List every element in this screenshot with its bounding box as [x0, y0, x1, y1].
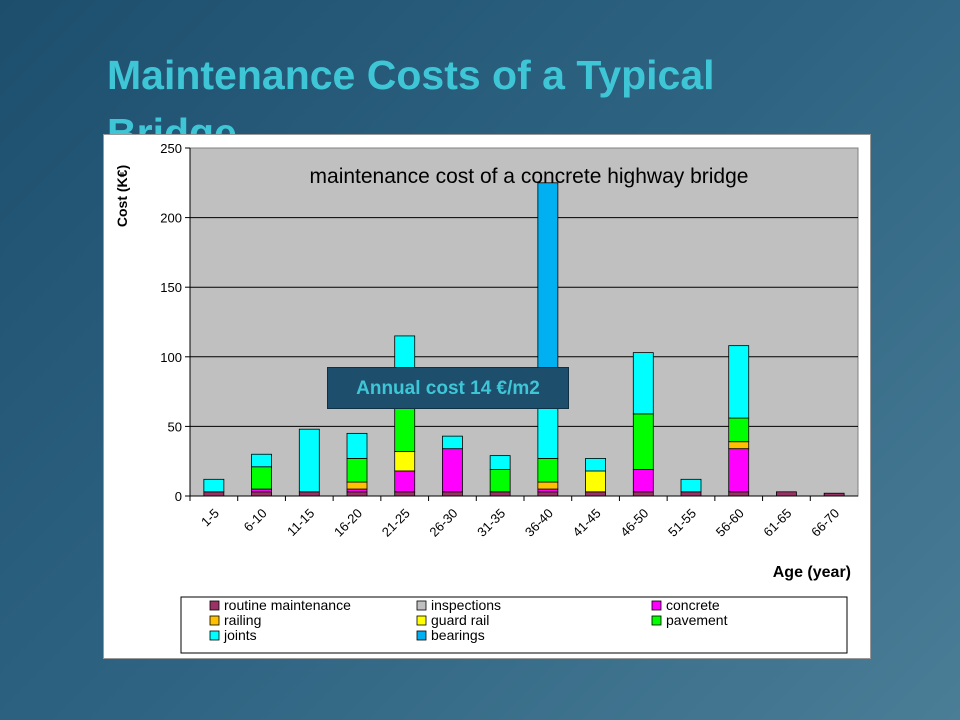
y-tick-label: 100 [160, 350, 182, 365]
bar-segment [394, 491, 416, 497]
x-tick-label: 36-40 [522, 506, 556, 540]
legend-swatch [209, 615, 220, 626]
legend-label: routine maintenance [224, 597, 351, 613]
stacked-bar-chart: 0 50 100 150 200 250 1-5 6-10 11-15 16-20 21-25 26… [114, 141, 859, 654]
chart-panel: 0 50 100 150 200 250 1-5 6-10 11-15 16-20 21-25 26… [103, 134, 871, 659]
bar-segment [394, 451, 416, 472]
bar-segment [632, 413, 654, 470]
bar-segment [537, 458, 559, 483]
bar-segment [680, 491, 702, 497]
bar-segment [251, 491, 272, 497]
plot-area [189, 147, 859, 497]
bar-segment [298, 428, 320, 493]
bar-segment [728, 448, 750, 493]
bar-segment [442, 491, 463, 497]
bar-segment [632, 491, 654, 497]
legend-swatch [416, 630, 427, 641]
x-tick-label: 51-55 [665, 506, 699, 540]
bar-segment [728, 441, 750, 450]
bar-segment [394, 470, 416, 493]
bar-segment [776, 491, 797, 497]
bar-segment [585, 458, 606, 472]
bar-segment [632, 469, 654, 493]
legend-label: joints [223, 627, 257, 643]
bar-segment [728, 417, 750, 443]
legend-box [180, 596, 848, 654]
legend-label: guard rail [431, 612, 489, 628]
bar-segment [632, 352, 654, 415]
legend-label: railing [224, 612, 261, 628]
bar-segment [251, 453, 272, 468]
bar-segment [346, 491, 368, 497]
annual-cost-annotation: Annual cost 14 €/m2 [327, 367, 569, 409]
legend-swatch [416, 615, 427, 626]
bar-segment [489, 491, 511, 497]
y-tick-label: 150 [160, 280, 182, 295]
bar-segment [585, 491, 606, 497]
bar-segment [203, 478, 225, 493]
x-tick-label: 16-20 [331, 506, 365, 540]
legend-swatch [416, 600, 427, 611]
bar-segment [537, 481, 559, 490]
bar-segment [346, 481, 368, 490]
bar-segment [442, 448, 463, 493]
x-tick-label: 61-65 [760, 506, 794, 540]
bar-segment [203, 491, 225, 497]
bar-segment [585, 470, 606, 493]
bar-segment [346, 432, 368, 459]
x-tick-label: 56-60 [713, 506, 747, 540]
legend-swatch [209, 600, 220, 611]
bar-segment [489, 455, 511, 470]
bar-segment [442, 435, 463, 450]
bar-segment [680, 478, 702, 493]
bar-segment [346, 458, 368, 483]
y-tick-label: 250 [160, 141, 182, 156]
bar-segment [489, 469, 511, 493]
bar-segment [537, 491, 559, 497]
legend-label: inspections [431, 597, 501, 613]
x-tick-label: 1-5 [198, 506, 222, 530]
x-tick-label: 41-45 [570, 506, 604, 540]
legend-swatch [209, 630, 220, 641]
x-tick-label: 66-70 [808, 506, 842, 540]
x-tick-label: 46-50 [617, 506, 651, 540]
legend-label: concrete [666, 597, 720, 613]
x-axis-label: Age (year) [773, 564, 851, 581]
x-tick-label: 31-35 [474, 506, 508, 540]
bar-segment [251, 466, 272, 490]
x-tick-label: 26-30 [426, 506, 460, 540]
legend-swatch [651, 615, 662, 626]
y-axis-label: Cost (K€) [114, 165, 130, 227]
y-tick-label: 200 [160, 211, 182, 226]
x-tick-label: 21-25 [379, 506, 413, 540]
legend-label: pavement [666, 612, 728, 628]
x-tick-label: 6-10 [241, 506, 270, 535]
chart-title: maintenance cost of a concrete highway b… [310, 165, 749, 188]
y-tick-label: 0 [175, 489, 182, 504]
slide-title: Maintenance Costs of a Typical Bridge [107, 52, 715, 156]
legend-swatch [651, 600, 662, 611]
bar-segment [251, 488, 272, 493]
bar-segment [346, 488, 368, 493]
bar-segment [537, 182, 559, 386]
bar-segment [728, 345, 750, 419]
x-tick-label: 11-15 [284, 506, 317, 539]
bar-segment [728, 491, 750, 497]
legend-label: bearings [431, 627, 485, 643]
y-tick-label: 50 [168, 419, 182, 434]
bar-segment [537, 488, 559, 493]
bar-segment [298, 491, 320, 497]
